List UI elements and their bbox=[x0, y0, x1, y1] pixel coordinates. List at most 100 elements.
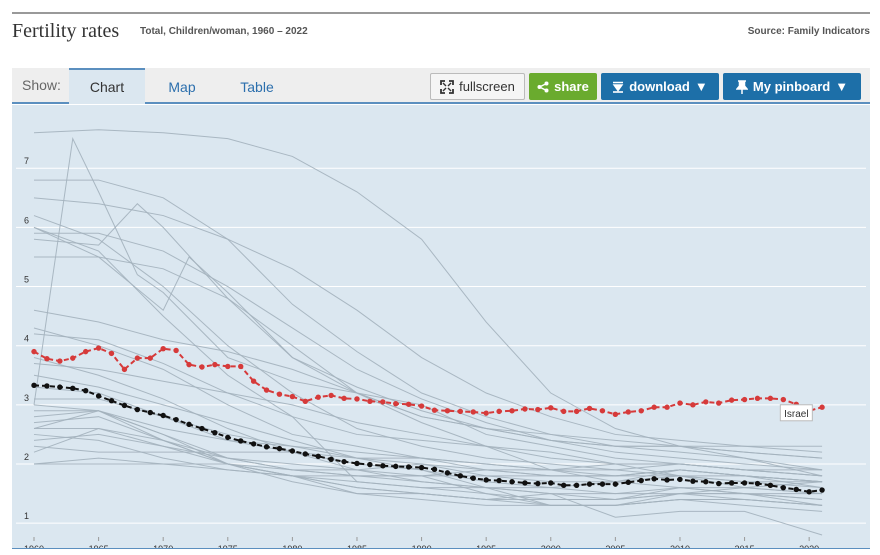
series-point-highlight bbox=[393, 400, 399, 407]
series-point-highlight bbox=[341, 395, 347, 402]
y-tick-label: 1 bbox=[24, 511, 29, 521]
highlight-series-group bbox=[31, 345, 825, 495]
series-point-highlight bbox=[457, 408, 464, 415]
download-icon bbox=[612, 81, 624, 93]
series-point-average bbox=[651, 476, 657, 482]
series-point-highlight bbox=[238, 363, 244, 370]
series-point-highlight bbox=[147, 355, 153, 361]
annotations: Israel bbox=[779, 404, 813, 422]
tooltip-label: Israel bbox=[784, 409, 808, 420]
source-link[interactable]: Source: Family Indicators bbox=[747, 26, 870, 37]
series-point-average bbox=[367, 461, 373, 468]
series-point-average bbox=[741, 480, 748, 486]
share-button[interactable]: share bbox=[529, 73, 597, 100]
download-button[interactable]: download ▼ bbox=[601, 73, 719, 100]
series-point-highlight bbox=[522, 406, 528, 412]
series-point-average bbox=[664, 477, 670, 483]
chevron-down-icon: ▼ bbox=[694, 79, 708, 94]
series-point-highlight bbox=[728, 397, 735, 403]
series-point-average bbox=[703, 479, 709, 485]
series-point-average bbox=[612, 481, 619, 487]
header-rule bbox=[12, 12, 870, 14]
series-point-average bbox=[263, 444, 270, 450]
series-label-tooltip: Israel bbox=[779, 404, 813, 422]
grid bbox=[16, 167, 866, 524]
series-point-highlight bbox=[496, 408, 502, 415]
country-series-line bbox=[33, 226, 823, 536]
series-point-average bbox=[276, 445, 283, 452]
y-axis: 1 2 3 4 5 6 7 bbox=[24, 156, 29, 521]
pinboard-label: My pinboard bbox=[752, 79, 831, 94]
series-point-average bbox=[212, 429, 218, 436]
series-point-highlight bbox=[586, 405, 593, 412]
series-point-average bbox=[444, 470, 451, 476]
series-point-highlight bbox=[121, 366, 128, 373]
y-tick-label: 5 bbox=[24, 275, 29, 285]
series-point-highlight bbox=[780, 396, 787, 403]
tab-chart[interactable]: Chart bbox=[69, 68, 145, 104]
series-point-highlight bbox=[664, 404, 670, 410]
country-series-line bbox=[33, 203, 823, 459]
series-point-highlight bbox=[651, 404, 657, 410]
series-point-average bbox=[95, 393, 102, 399]
series-point-average bbox=[225, 434, 231, 441]
series-point-highlight bbox=[677, 400, 683, 406]
pinboard-button[interactable]: My pinboard ▼ bbox=[723, 73, 861, 100]
series-point-average bbox=[548, 480, 554, 486]
fertility-chart[interactable]: 1 2 3 4 5 6 7 19601965197019751980198519901995… bbox=[12, 105, 870, 554]
series-point-average bbox=[82, 387, 89, 394]
series-point-average bbox=[289, 448, 296, 454]
series-point-highlight bbox=[82, 348, 89, 355]
series-point-highlight bbox=[70, 355, 76, 361]
series-point-average bbox=[535, 480, 541, 487]
series-point-highlight bbox=[380, 399, 386, 405]
series-point-highlight bbox=[703, 399, 709, 405]
series-point-highlight bbox=[315, 394, 321, 400]
series-point-highlight bbox=[134, 355, 141, 361]
download-label: download bbox=[629, 79, 690, 94]
series-point-average bbox=[457, 473, 464, 479]
series-point-highlight bbox=[225, 363, 231, 370]
series-point-average bbox=[599, 481, 606, 487]
series-point-highlight bbox=[741, 396, 748, 403]
chart-bottom-rule bbox=[12, 548, 870, 549]
tab-map[interactable]: Map bbox=[168, 79, 196, 95]
series-point-highlight bbox=[690, 402, 696, 408]
series-point-average bbox=[509, 479, 515, 485]
series-point-average bbox=[573, 482, 580, 489]
y-tick-label: 7 bbox=[24, 156, 29, 166]
series-point-average bbox=[380, 463, 386, 469]
series-point-average bbox=[315, 453, 321, 460]
series-point-highlight bbox=[57, 358, 63, 364]
tooltip-box bbox=[779, 404, 813, 422]
series-point-highlight bbox=[560, 408, 567, 415]
series-point-average bbox=[716, 480, 722, 487]
series-point-highlight bbox=[573, 408, 580, 415]
series-point-average bbox=[780, 484, 787, 491]
fullscreen-icon bbox=[440, 79, 455, 94]
share-icon bbox=[537, 81, 549, 92]
series-point-highlight bbox=[173, 347, 179, 354]
series-point-average bbox=[238, 438, 244, 444]
tab-table[interactable]: Table bbox=[240, 79, 274, 95]
series-point-average bbox=[31, 382, 37, 389]
series-point-highlight bbox=[548, 405, 554, 411]
country-series-line bbox=[33, 215, 823, 489]
series-line-average bbox=[33, 384, 823, 493]
y-tick-label: 2 bbox=[24, 452, 29, 462]
series-point-highlight bbox=[108, 350, 115, 357]
series-point-average bbox=[250, 441, 257, 447]
country-series-line bbox=[33, 309, 823, 459]
y-tick-label: 4 bbox=[24, 334, 29, 344]
series-point-highlight bbox=[328, 392, 334, 399]
chart-area: 1 2 3 4 5 6 7 19601965197019751980198519901995… bbox=[12, 105, 870, 554]
series-point-average bbox=[638, 477, 644, 484]
page-subtitle: Total, Children/woman, 1960 – 2022 bbox=[140, 26, 308, 37]
fullscreen-button[interactable]: fullscreen bbox=[430, 73, 525, 100]
series-point-highlight bbox=[289, 393, 296, 400]
series-point-average bbox=[767, 482, 774, 489]
series-point-average bbox=[728, 480, 735, 486]
chevron-down-icon: ▼ bbox=[835, 79, 849, 94]
series-point-average bbox=[560, 482, 567, 489]
country-series-line bbox=[33, 226, 823, 453]
